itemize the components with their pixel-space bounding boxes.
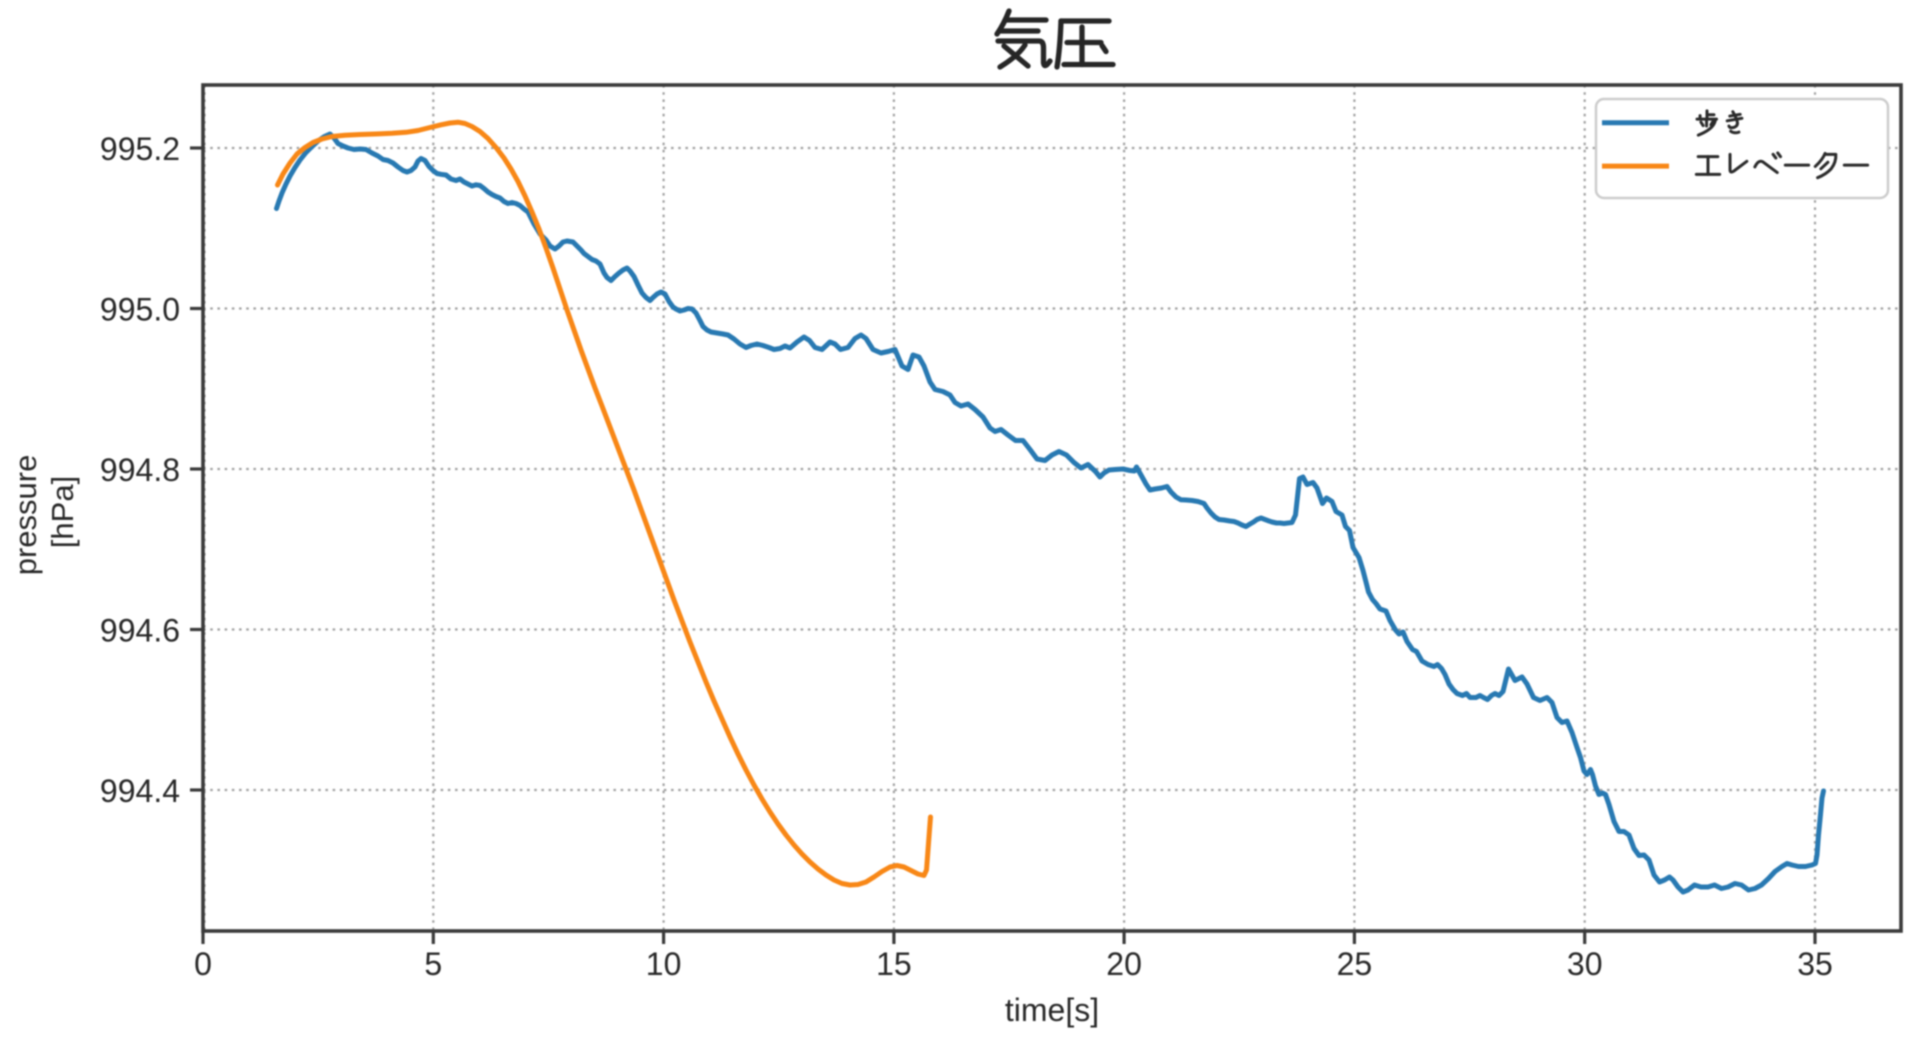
svg-text:pressure: pressure <box>8 455 43 576</box>
svg-text:0: 0 <box>194 946 212 982</box>
svg-text:994.8: 994.8 <box>100 452 180 488</box>
svg-text:time[s]: time[s] <box>1005 992 1099 1028</box>
svg-text:994.6: 994.6 <box>100 613 180 649</box>
svg-text:10: 10 <box>646 946 682 982</box>
svg-text:[hPa]: [hPa] <box>45 476 80 548</box>
svg-text:995.0: 995.0 <box>100 292 180 328</box>
svg-text:15: 15 <box>876 946 912 982</box>
svg-text:30: 30 <box>1567 946 1603 982</box>
svg-text:25: 25 <box>1337 946 1373 982</box>
svg-text:5: 5 <box>424 946 442 982</box>
svg-text:35: 35 <box>1797 946 1833 982</box>
svg-text:995.2: 995.2 <box>100 131 180 167</box>
svg-text:20: 20 <box>1106 946 1142 982</box>
svg-text:994.4: 994.4 <box>100 773 180 809</box>
